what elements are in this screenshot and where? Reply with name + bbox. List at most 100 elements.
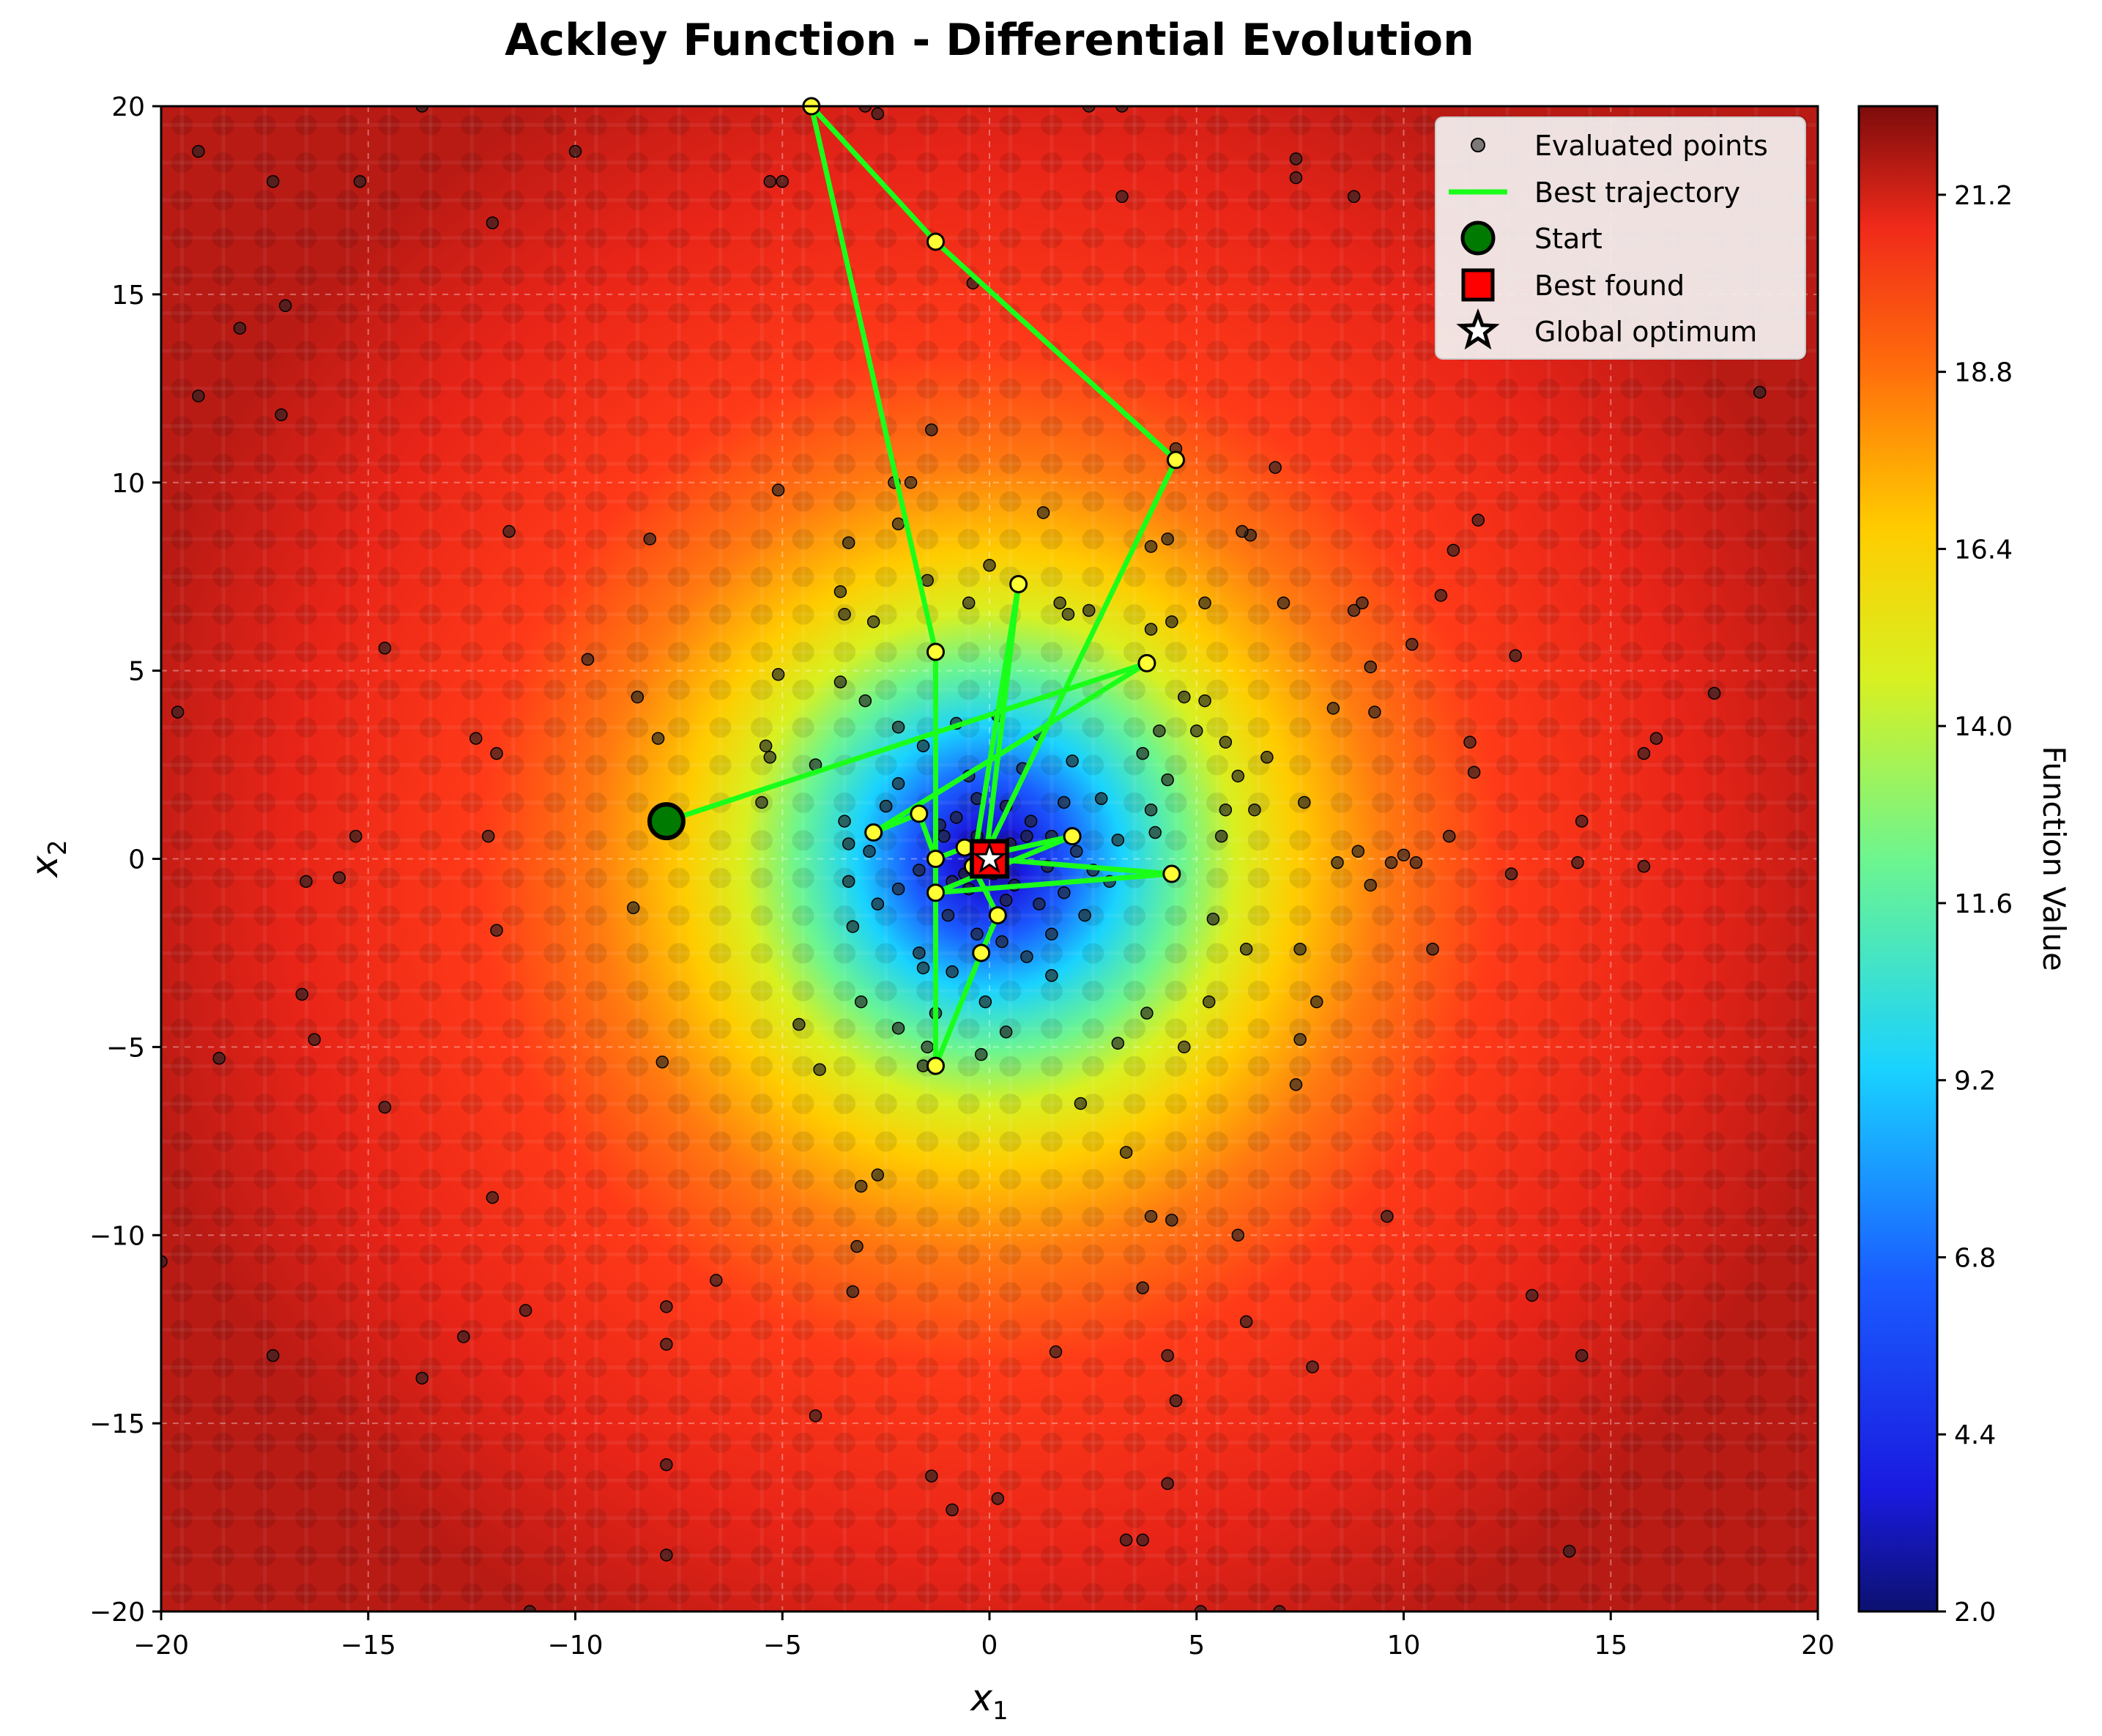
evaluated-point: [1119, 1533, 1133, 1547]
evaluated-point: [1206, 912, 1220, 926]
trajectory-point: [972, 943, 991, 962]
legend-label-evaluated: Evaluated points: [1534, 130, 1768, 162]
y-tick-label: −5: [106, 1033, 145, 1063]
evaluated-point: [1326, 702, 1340, 715]
evaluated-point: [1094, 792, 1108, 806]
evaluated-point: [1239, 1315, 1253, 1329]
evaluated-point: [813, 1063, 826, 1076]
evaluated-point: [1144, 1209, 1158, 1223]
y-tick-label: −15: [89, 1409, 145, 1439]
evaluated-point: [946, 965, 959, 979]
evaluated-point: [1368, 705, 1381, 719]
evaluated-point: [457, 1330, 470, 1343]
evaluated-point: [490, 746, 503, 760]
evaluated-point: [1178, 690, 1191, 704]
colorbar-tick-label: 11.6: [1954, 889, 2013, 919]
evaluated-point: [891, 517, 905, 531]
evaluated-point: [1293, 1033, 1307, 1046]
evaluated-point: [1384, 856, 1398, 869]
x-tick-label: 20: [1801, 1631, 1835, 1661]
y-tick-label: 5: [128, 657, 145, 687]
colorbar-gradient: [1857, 105, 1939, 1613]
evaluated-point: [486, 216, 499, 230]
evaluated-point: [415, 1371, 429, 1385]
evaluated-point: [1198, 596, 1211, 609]
evaluated-point: [891, 1021, 905, 1035]
evaluated-point: [921, 1040, 934, 1054]
evaluated-point: [490, 924, 503, 937]
x-tick-label: −20: [133, 1631, 189, 1661]
evaluated-point: [1074, 1097, 1088, 1110]
evaluated-point: [1161, 1349, 1174, 1362]
evaluated-point: [1467, 765, 1481, 779]
evaluated-point: [266, 1349, 280, 1362]
evaluated-point: [1331, 856, 1344, 869]
evaluated-point: [916, 739, 930, 753]
y-tick-label: 10: [111, 469, 145, 499]
evaluated-point: [1136, 1281, 1149, 1294]
evaluated-point: [1310, 995, 1323, 1009]
evaluated-point: [378, 642, 392, 655]
evaluated-point: [1289, 1078, 1303, 1091]
evaluated-point: [631, 690, 645, 704]
evaluated-point: [999, 1025, 1013, 1039]
evaluated-point: [1248, 803, 1261, 817]
evaluated-point: [842, 875, 855, 889]
legend-marker-star: [1456, 308, 1500, 350]
evaluated-point: [1219, 803, 1233, 817]
legend-label-optimum: Global optimum: [1534, 316, 1757, 348]
evaluated-point: [1463, 735, 1477, 749]
evaluated-point: [1575, 815, 1589, 828]
evaluated-point: [891, 777, 905, 790]
evaluated-point: [1306, 1360, 1319, 1373]
evaluated-point: [275, 408, 288, 422]
evaluated-point: [913, 946, 926, 960]
trajectory-point: [926, 883, 945, 902]
y-axis-label: x2: [23, 839, 73, 878]
x-tick-label: 0: [981, 1631, 998, 1661]
evaluated-point: [1082, 106, 1096, 113]
evaluated-point: [1194, 1605, 1208, 1611]
evaluated-point: [1231, 1228, 1245, 1242]
evaluated-point: [656, 1056, 669, 1069]
evaluated-point: [651, 732, 665, 745]
evaluated-point: [481, 829, 495, 843]
evaluated-point: [1165, 1213, 1178, 1227]
trajectory-point: [1162, 864, 1181, 883]
trajectory-point: [926, 850, 945, 868]
start-marker: [647, 802, 686, 841]
evaluated-point: [858, 106, 872, 113]
evaluated-point: [991, 1492, 1005, 1505]
evaluated-point: [833, 675, 847, 689]
trajectory-point: [926, 642, 945, 661]
evaluated-point: [1061, 607, 1075, 621]
evaluated-point: [626, 901, 640, 915]
colorbar-tick-label: 16.4: [1954, 535, 2013, 565]
evaluated-point: [278, 299, 292, 313]
evaluated-point: [415, 106, 429, 113]
legend-label-best: Best found: [1534, 270, 1685, 302]
evaluated-point: [1144, 803, 1158, 817]
evaluated-point: [763, 751, 777, 764]
evaluated-point: [1082, 604, 1096, 617]
evaluated-point: [858, 694, 872, 708]
colorbar-tick-label: 6.8: [1954, 1243, 1996, 1273]
evaluated-point: [755, 795, 768, 809]
evaluated-point: [353, 175, 367, 188]
x-tick-label: −10: [548, 1631, 604, 1661]
evaluated-point: [308, 1033, 321, 1046]
evaluated-point: [1161, 1477, 1174, 1491]
legend-marker-best: [1461, 268, 1495, 302]
evaluated-point: [1144, 623, 1158, 636]
evaluated-point: [1115, 190, 1129, 204]
evaluated-point: [759, 739, 773, 753]
evaluated-point: [502, 524, 516, 538]
evaluated-point: [1136, 746, 1149, 760]
evaluated-point: [863, 845, 876, 858]
evaluated-point: [1356, 596, 1369, 609]
trajectory-point: [910, 804, 929, 823]
evaluated-point: [833, 585, 847, 598]
evaluated-point: [1289, 171, 1303, 185]
evaluated-point: [1364, 660, 1378, 674]
evaluated-point: [1140, 1006, 1154, 1020]
